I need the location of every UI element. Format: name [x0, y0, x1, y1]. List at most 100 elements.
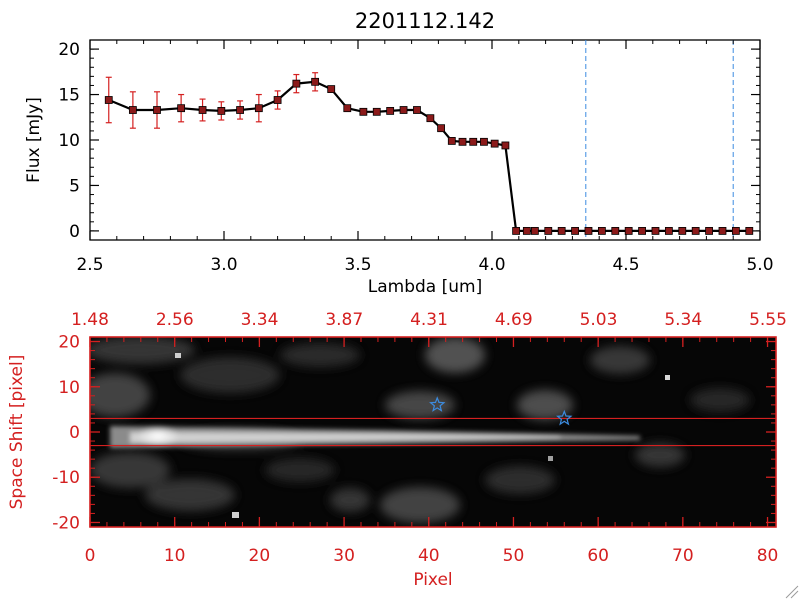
- y-axis-label: Flux [mJy]: [24, 97, 44, 183]
- resize-grip-icon[interactable]: [785, 585, 799, 599]
- data-point: [413, 106, 421, 114]
- image-y-axis-label: Space Shift [pixel]: [7, 355, 27, 510]
- spectral-image: [90, 337, 776, 527]
- image-x-tick-label: 60: [587, 546, 609, 566]
- error-bars: [105, 72, 319, 129]
- cut-lines: [585, 40, 734, 240]
- image-x-axis-label: Pixel: [413, 570, 452, 590]
- data-point: [544, 227, 553, 235]
- data-point: [236, 106, 244, 114]
- top-axis-tick-label: 5.55: [749, 310, 787, 330]
- x-tick-label: 4.5: [612, 255, 639, 275]
- data-point: [153, 106, 161, 114]
- top-axis-tick-label: 5.34: [664, 310, 702, 330]
- image-y-tick-label: 10: [58, 378, 80, 398]
- top-axis-tick-label: 1.48: [71, 310, 109, 330]
- data-point: [480, 137, 488, 146]
- series-line: [108, 80, 750, 232]
- top-axis-tick-label: 2.56: [156, 310, 194, 330]
- image-x-tick-label: 50: [503, 546, 525, 566]
- data-point: [458, 137, 467, 146]
- image-y-tick-label: -20: [52, 513, 80, 533]
- data-point: [217, 107, 226, 115]
- data-point: [359, 107, 368, 116]
- image-tick-labels: 0 10 20 30 40 50 60 70 80 -20 -10 0 10 20: [52, 333, 778, 566]
- data-point: [327, 85, 336, 93]
- top-axis-tick-label: 5.03: [580, 310, 618, 330]
- data-point: [651, 227, 660, 235]
- image-y-tick-label: 20: [58, 333, 80, 353]
- data-point: [372, 107, 381, 116]
- data-point: [469, 137, 478, 146]
- y-tick-label: 10: [58, 131, 80, 151]
- data-point: [343, 104, 352, 113]
- data-point: [447, 137, 456, 145]
- image-x-tick-label: 40: [418, 546, 440, 566]
- data-point: [104, 96, 113, 104]
- data-point: [718, 227, 727, 235]
- data-point: [490, 139, 499, 148]
- image-x-tick-label: 30: [333, 546, 355, 566]
- data-point: [705, 227, 713, 235]
- data-point: [624, 227, 633, 235]
- spectrum-ticks: [89, 40, 761, 240]
- data-point: [638, 227, 646, 235]
- data-point: [437, 124, 445, 133]
- image-x-tick-label: 10: [164, 546, 186, 566]
- data-point: [386, 107, 395, 115]
- x-axis-label: Lambda [um]: [368, 277, 482, 297]
- y-tick-label: 5: [69, 176, 80, 196]
- data-point: [678, 227, 687, 235]
- image-x-tick-label: 80: [757, 546, 779, 566]
- data-point: [254, 104, 263, 113]
- data-point: [512, 227, 521, 235]
- y-tick-label: 20: [58, 40, 80, 60]
- x-tick-label: 3.5: [344, 255, 371, 275]
- data-points: [104, 77, 754, 235]
- image-x-tick-label: 20: [249, 546, 271, 566]
- top-axis-tick-label: 4.69: [495, 310, 533, 330]
- star-icon: [429, 396, 446, 412]
- data-point: [611, 227, 620, 235]
- x-tick-label: 3.0: [210, 255, 237, 275]
- data-point: [198, 106, 207, 114]
- wavelength-top-axis-labels: 1.48 2.56 3.34 3.87 4.31 4.69 5.03 5.34 5.55: [71, 310, 787, 330]
- spectrum-panel: 2201112.142 2.5 3.0 3.5 4.0 4.5 5.0 0 5 10 15 20 L…: [24, 9, 774, 297]
- star-icon: [556, 409, 573, 426]
- top-axis-tick-label: 4.31: [410, 310, 448, 330]
- data-point: [530, 227, 539, 235]
- image-x-tick-label: 0: [85, 546, 96, 566]
- x-tick-label: 4.0: [478, 255, 505, 275]
- top-axis-tick-label: 3.87: [325, 310, 363, 330]
- data-point: [273, 96, 282, 104]
- extraction-aperture-lines: [90, 417, 776, 447]
- spectrum-tick-labels: 2.5 3.0 3.5 4.0 4.5 5.0 0 5 10 15 20: [58, 40, 773, 275]
- x-tick-label: 5.0: [746, 255, 773, 275]
- x-tick-label: 2.5: [76, 255, 103, 275]
- data-point: [664, 227, 673, 235]
- data-point: [311, 77, 320, 86]
- source-markers: [429, 396, 573, 426]
- spectrum-plot-frame: [89, 39, 761, 241]
- chart-title: 2201112.142: [355, 9, 495, 33]
- y-tick-label: 15: [58, 86, 80, 106]
- data-point: [584, 227, 593, 235]
- data-point: [426, 114, 435, 123]
- data-point: [292, 79, 301, 88]
- data-point: [522, 227, 531, 235]
- top-axis-tick-label: 3.34: [241, 310, 279, 330]
- image-ticks: [89, 337, 776, 527]
- data-point: [745, 227, 754, 235]
- data-point: [557, 227, 566, 235]
- data-point: [691, 227, 700, 235]
- image-panel: 0 10 20 30 40 50 60 70 80 -20 -10 0 10 20 1.48 2.56 3.3…: [7, 310, 787, 590]
- data-point: [731, 227, 740, 235]
- data-point: [399, 106, 408, 114]
- image-y-tick-label: -10: [52, 468, 80, 488]
- data-point: [597, 227, 606, 235]
- data-point: [571, 227, 579, 235]
- image-x-tick-label: 70: [672, 546, 694, 566]
- y-tick-label: 0: [69, 222, 80, 242]
- data-point: [128, 106, 137, 114]
